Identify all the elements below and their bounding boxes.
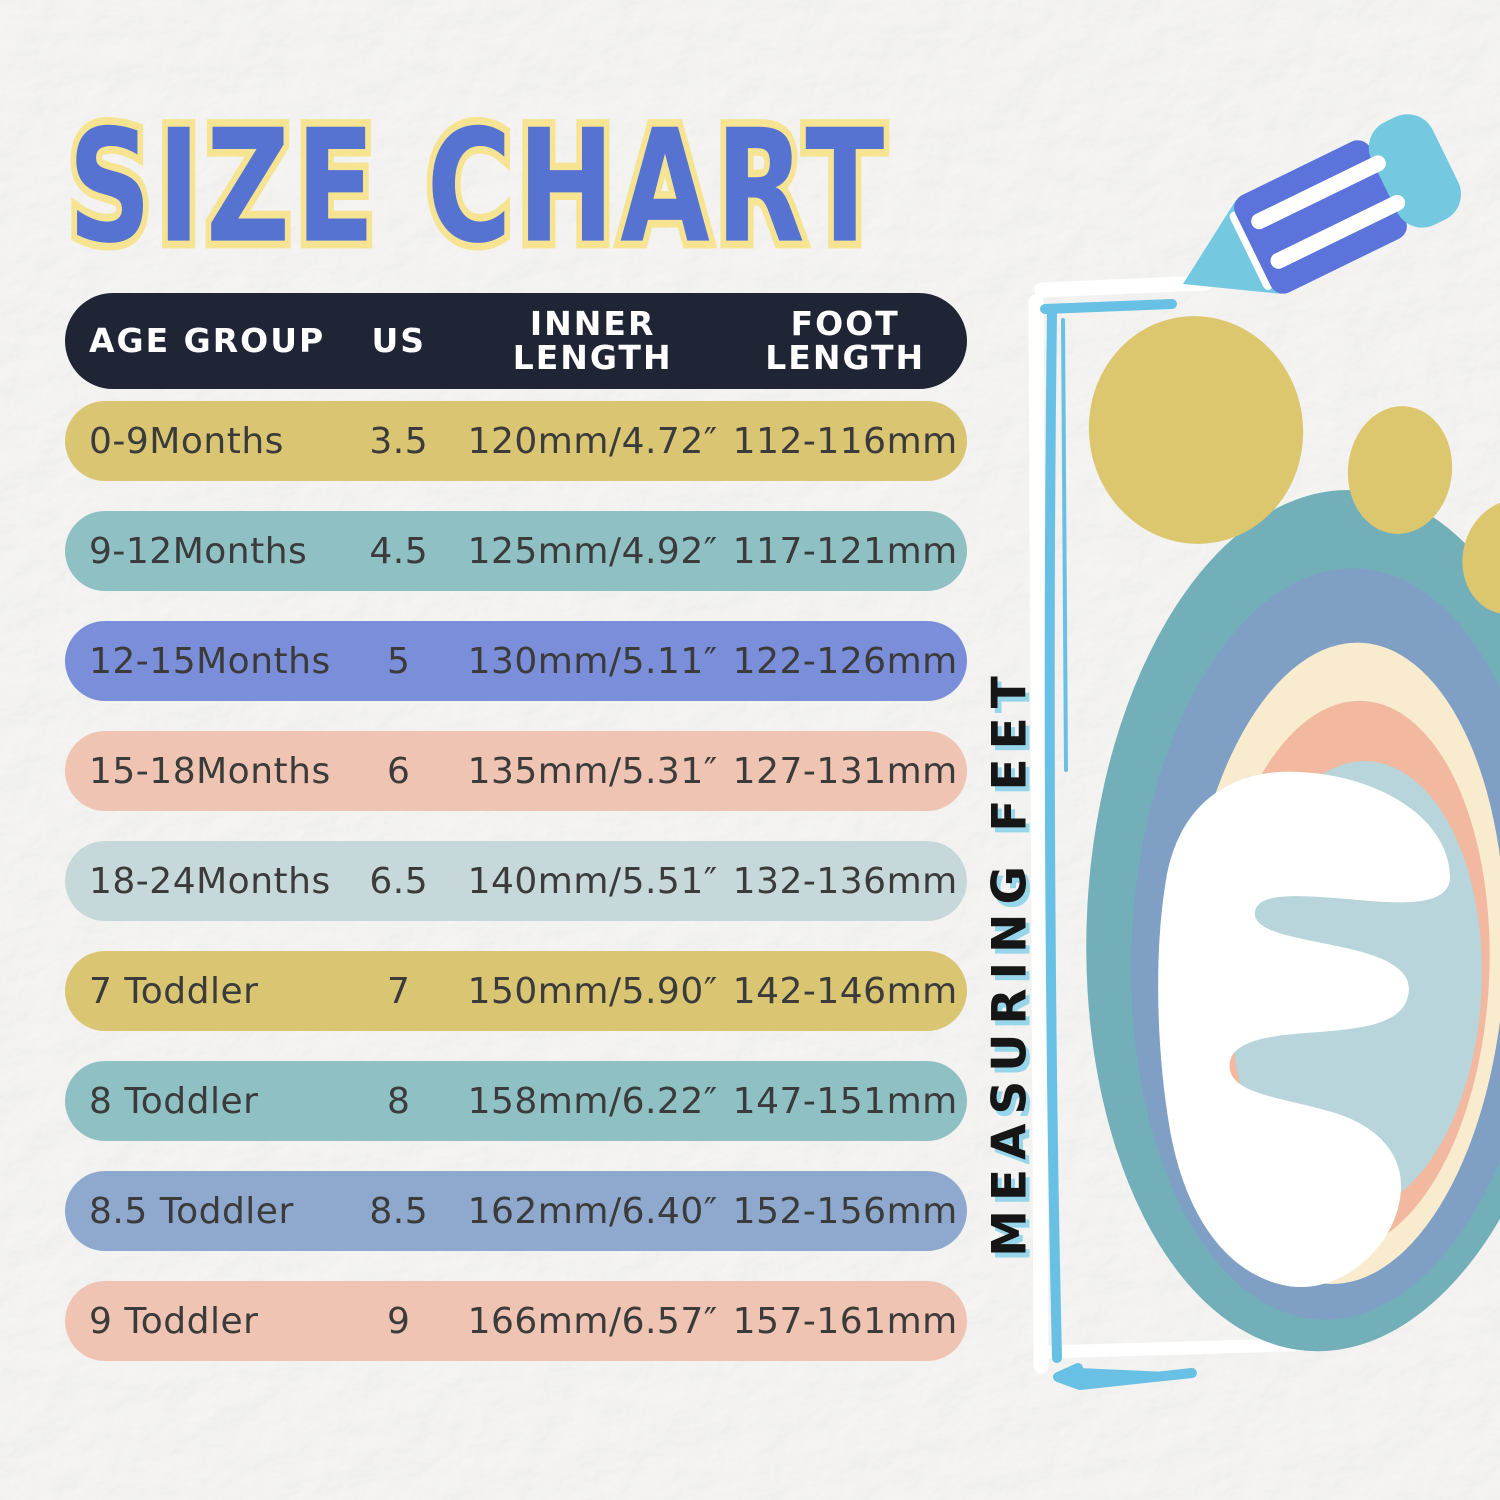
cell-inner-length: 120mm/4.72″ (467, 420, 718, 462)
header-age-group: AGE GROUP (89, 320, 326, 360)
table-row: 18-24Months 6.5 140mm/5.51″ 132-136mm (65, 841, 967, 921)
cell-us-size: 3.5 (369, 420, 429, 462)
cell-age-group: 18-24Months (89, 860, 331, 902)
cell-inner-length: 135mm/5.31″ (467, 750, 718, 792)
measuring-line-sketch (1028, 275, 1327, 1390)
header-foot-length: FOOT LENGTH (765, 303, 926, 377)
cell-foot-length: 122-126mm (732, 640, 958, 682)
cell-inner-length: 125mm/4.92″ (467, 530, 718, 572)
table-row: 9 Toddler 9 166mm/6.57″ 157-161mm (65, 1281, 967, 1361)
cell-age-group: 7 Toddler (89, 970, 259, 1012)
size-table: AGE GROUP US INNER LENGTH FOOT LENGTH 0-… (65, 293, 967, 1391)
cell-foot-length: 117-121mm (732, 530, 958, 572)
table-row: 8 Toddler 8 158mm/6.22″ 147-151mm (65, 1061, 967, 1141)
cell-us-size: 8 (387, 1080, 411, 1122)
cell-inner-length: 158mm/6.22″ (467, 1080, 718, 1122)
cell-foot-length: 147-151mm (732, 1080, 958, 1122)
cell-age-group: 8 Toddler (89, 1080, 259, 1122)
cell-inner-length: 150mm/5.90″ (467, 970, 718, 1012)
cell-us-size: 9 (387, 1300, 411, 1342)
cell-us-size: 6 (387, 750, 411, 792)
cell-us-size: 5 (387, 640, 411, 682)
cell-us-size: 4.5 (369, 530, 429, 572)
table-row: 12-15Months 5 130mm/5.11″ 122-126mm (65, 621, 967, 701)
cell-age-group: 9 Toddler (89, 1300, 259, 1342)
table-row: 0-9Months 3.5 120mm/4.72″ 112-116mm (65, 401, 967, 481)
header-inner-length: INNER LENGTH (512, 303, 673, 377)
cell-foot-length: 132-136mm (732, 860, 958, 902)
cell-age-group: 0-9Months (89, 420, 284, 462)
footprint-white-swirl (1158, 771, 1451, 1288)
table-row: 9-12Months 4.5 125mm/4.92″ 117-121mm (65, 511, 967, 591)
table-row: 15-18Months 6 135mm/5.31″ 127-131mm (65, 731, 967, 811)
cell-inner-length: 166mm/6.57″ (467, 1300, 718, 1342)
table-row: 8.5 Toddler 8.5 162mm/6.40″ 152-156mm (65, 1171, 967, 1251)
page-title: SIZE CHART (62, 88, 891, 285)
table-body: 0-9Months 3.5 120mm/4.72″ 112-116mm 9-12… (65, 401, 967, 1361)
cell-inner-length: 130mm/5.11″ (467, 640, 718, 682)
table-header: AGE GROUP US INNER LENGTH FOOT LENGTH (65, 293, 967, 389)
cell-foot-length: 157-161mm (732, 1300, 958, 1342)
cell-age-group: 12-15Months (89, 640, 331, 682)
cell-foot-length: 127-131mm (732, 750, 958, 792)
cell-us-size: 8.5 (369, 1190, 429, 1232)
header-us-size: US (371, 320, 427, 360)
pencil-icon (1183, 114, 1461, 294)
cell-us-size: 6.5 (369, 860, 429, 902)
second-toe (1347, 406, 1453, 534)
cell-foot-length: 112-116mm (732, 420, 958, 462)
cell-inner-length: 162mm/6.40″ (467, 1190, 718, 1232)
big-toe (1088, 316, 1304, 544)
cell-foot-length: 152-156mm (732, 1190, 958, 1232)
cell-inner-length: 140mm/5.51″ (467, 860, 718, 902)
cell-foot-length: 142-146mm (732, 970, 958, 1012)
table-row: 7 Toddler 7 150mm/5.90″ 142-146mm (65, 951, 967, 1031)
baby-footprint-illustration (1086, 316, 1500, 1352)
measuring-feet-label: MEASURING FEET (982, 667, 1038, 1257)
cell-age-group: 9-12Months (89, 530, 308, 572)
cell-age-group: 15-18Months (89, 750, 331, 792)
third-toe (1462, 499, 1500, 615)
cell-age-group: 8.5 Toddler (89, 1190, 294, 1232)
cell-us-size: 7 (387, 970, 411, 1012)
